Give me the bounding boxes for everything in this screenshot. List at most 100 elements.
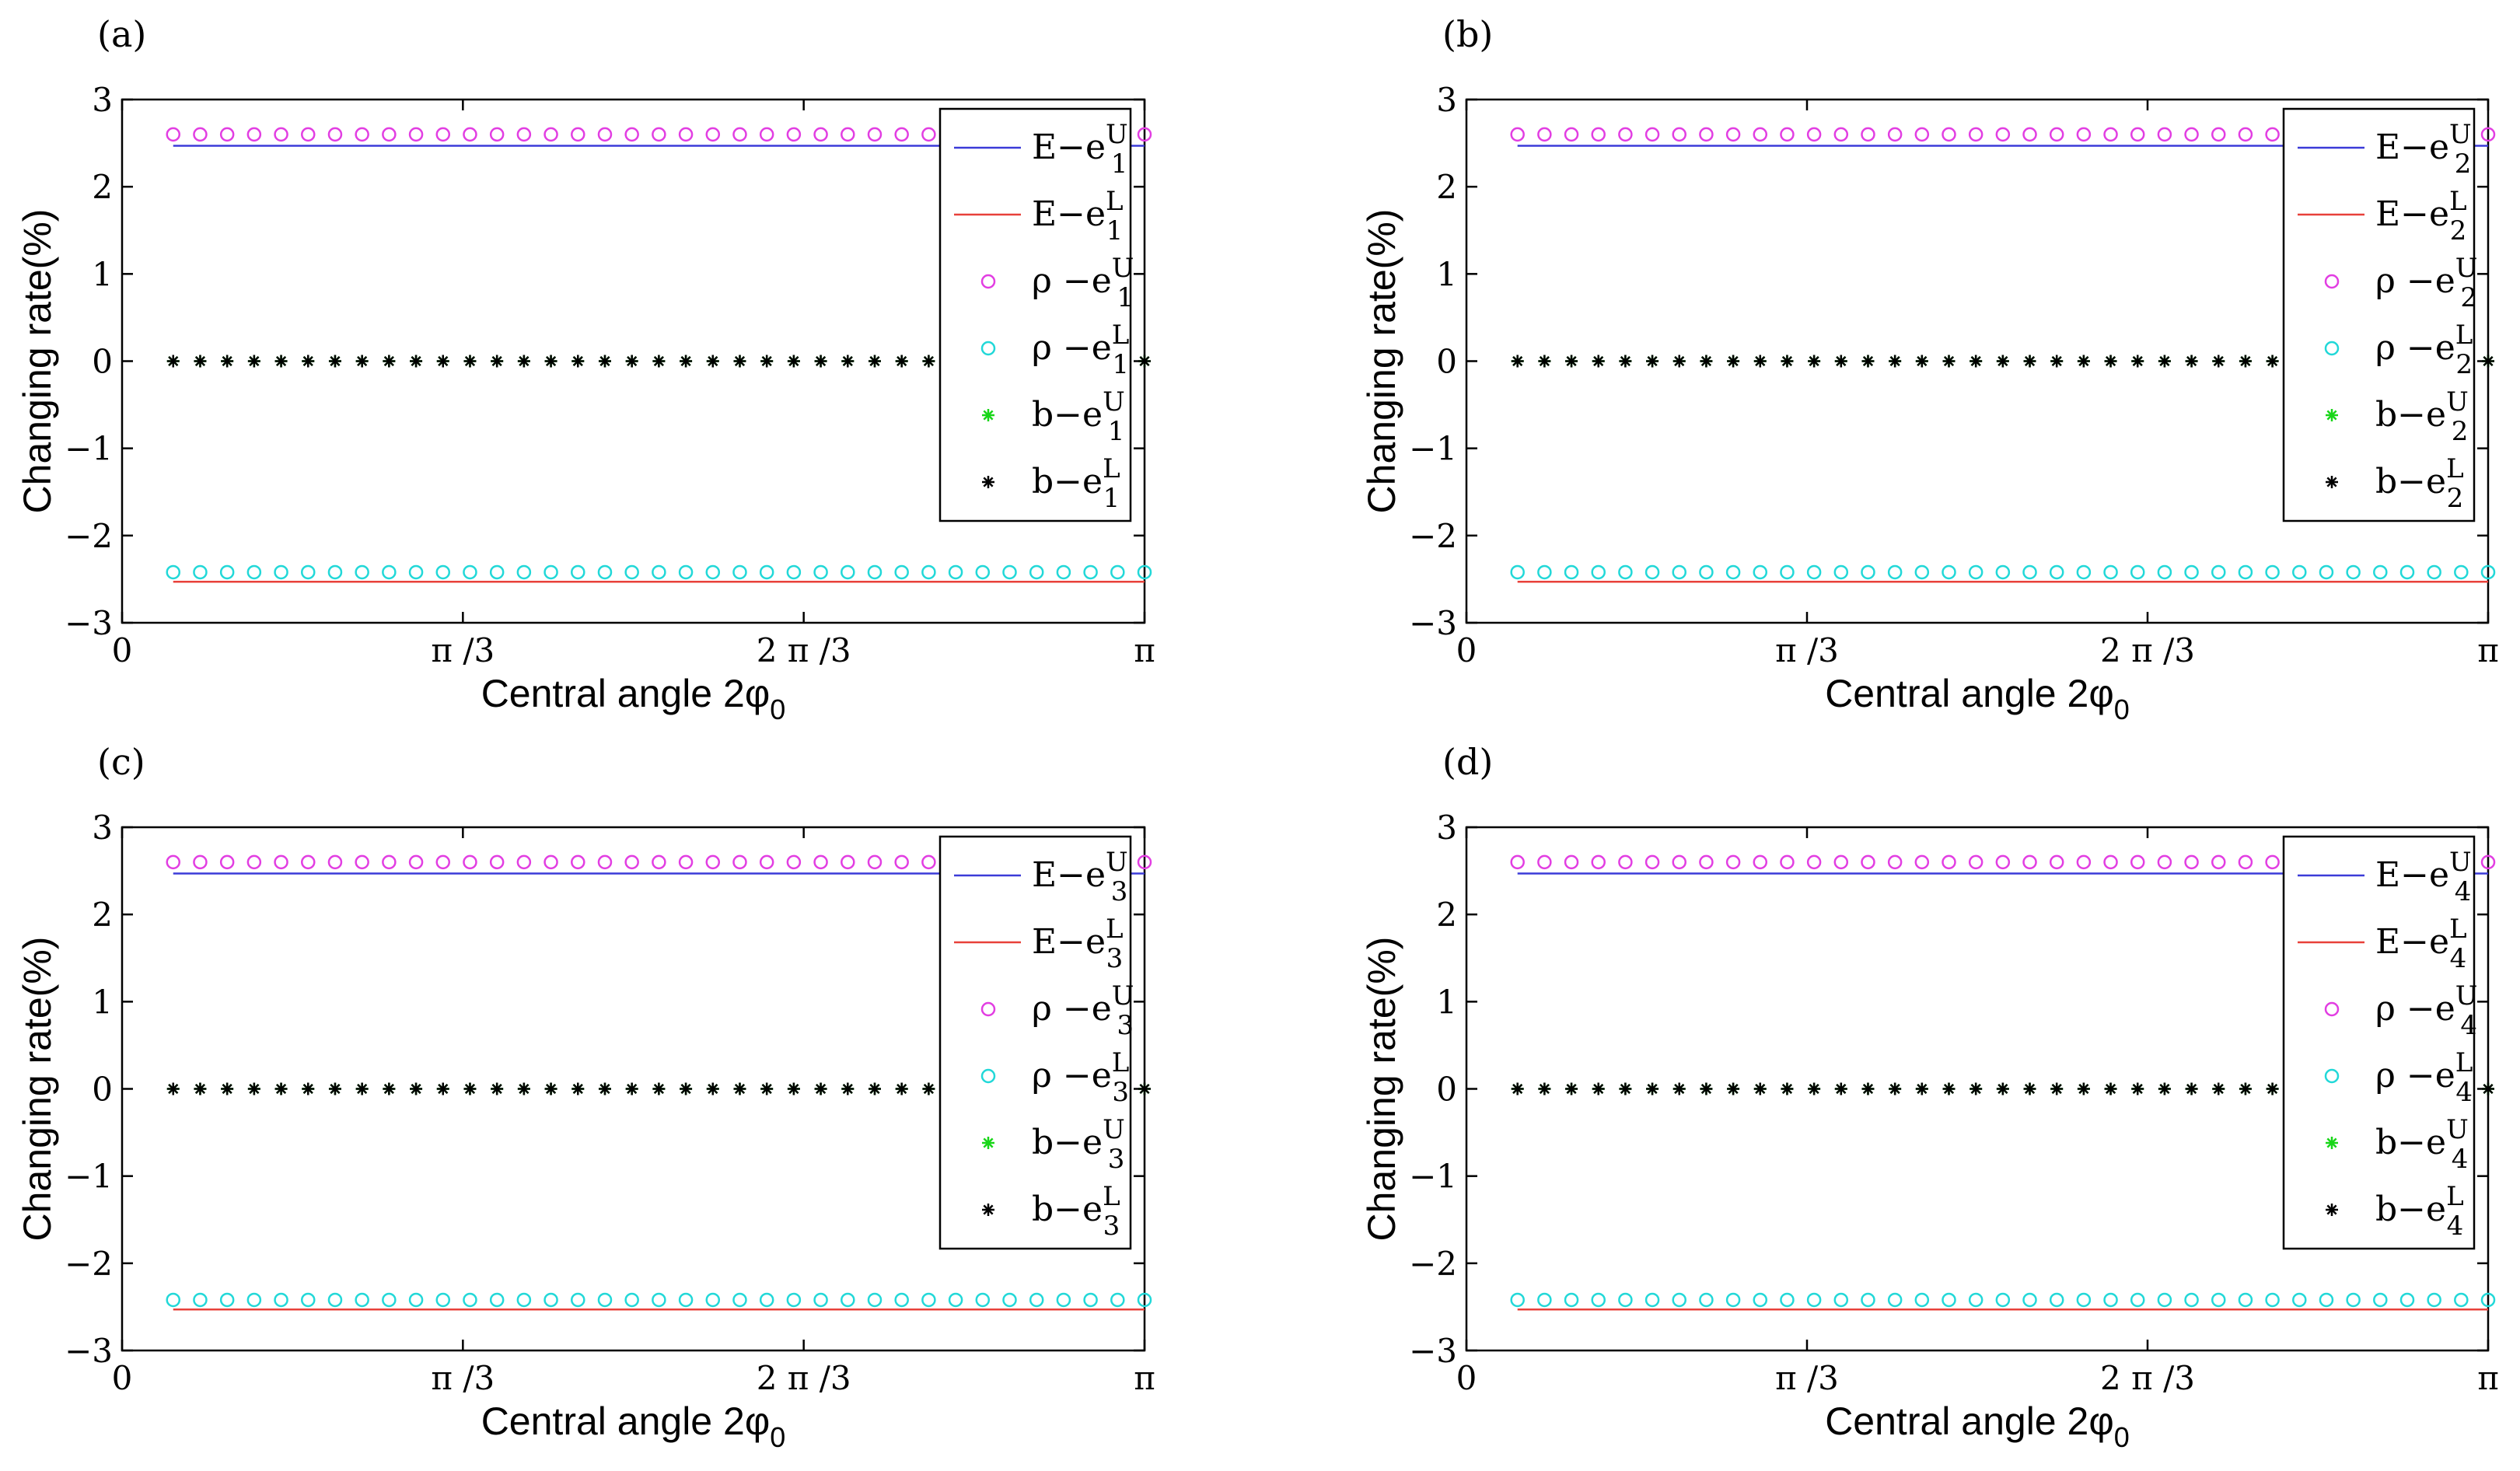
data-point: [1833, 127, 1849, 142]
data-point: [544, 355, 557, 368]
data-point: [516, 854, 532, 870]
legend-box: [2282, 835, 2476, 1250]
legend-star-marker: [2326, 1204, 2338, 1216]
data-point: [355, 854, 369, 870]
legend-label-main: b−e: [1032, 1123, 1103, 1162]
legend-label: ρ −eL 1: [1032, 320, 1129, 380]
data-point: [328, 1082, 341, 1095]
legend-label-main: E−e: [1032, 855, 1106, 895]
legend-label: ρ −eL 4: [2375, 1047, 2473, 1108]
data-point: [2239, 355, 2252, 368]
legend-item: b−eL 1: [982, 453, 1120, 514]
data-point: [733, 355, 746, 368]
data-point: [1510, 1292, 1525, 1308]
data-point: [760, 355, 774, 368]
data-point: [410, 1082, 423, 1095]
data-point: [1780, 1292, 1795, 1308]
data-point: [302, 355, 315, 368]
data-point: [975, 564, 991, 580]
data-point: [652, 1292, 666, 1308]
data-point: [732, 1292, 747, 1308]
x-tick-label: 0: [112, 1359, 133, 1397]
data-point: [1753, 355, 1767, 368]
data-point: [705, 127, 721, 142]
legend-label: ρ −eU 4: [2375, 980, 2477, 1041]
data-point: [435, 1292, 451, 1308]
legend: E−eU 1E−eL 1ρ −eU 1ρ −eL 1b−eU 1b−eL 1: [938, 107, 1134, 522]
data-point: [1834, 1082, 1847, 1095]
y-tick-label: 2: [92, 168, 113, 206]
data-point: [1914, 564, 1930, 580]
data-point: [1970, 1082, 1983, 1095]
data-point: [814, 1082, 827, 1095]
data-point: [1618, 564, 1633, 580]
legend-item: ρ −eU 2: [2324, 253, 2477, 313]
panel-label: (d): [1442, 741, 1493, 783]
y-tick-label: 2: [1436, 168, 1457, 206]
data-point: [327, 854, 343, 870]
data-point: [1833, 854, 1849, 870]
legend-label-main: E−e: [2375, 855, 2449, 895]
data-point: [894, 1292, 909, 1308]
data-point: [382, 1292, 397, 1308]
data-point: [652, 355, 666, 368]
legend-star-marker: [982, 1204, 994, 1216]
data-point: [1942, 355, 1956, 368]
data-point: [1538, 1082, 1551, 1095]
data-point: [2266, 1082, 2279, 1095]
data-point: [2399, 564, 2415, 580]
data-point: [1942, 564, 1956, 580]
data-point: [1056, 1292, 1071, 1308]
data-point: [1672, 127, 1686, 142]
y-axis-title: Changing rate(%): [16, 209, 59, 514]
data-point: [2076, 1292, 2092, 1308]
data-point: [1725, 1292, 1741, 1308]
data-point: [814, 355, 827, 368]
data-point: [597, 564, 613, 580]
data-point: [463, 1292, 477, 1308]
x-axis-title-sub: 0: [770, 694, 785, 725]
legend-label-sub: 1: [1103, 483, 1120, 514]
data-point: [1727, 355, 1740, 368]
legend-label-sub: 1: [1117, 282, 1134, 313]
data-point: [517, 355, 530, 368]
legend-item: ρ −eU 3: [980, 980, 1134, 1041]
y-tick-label: 2: [1436, 896, 1457, 934]
data-point: [1806, 127, 1822, 142]
legend-label-main: ρ −e: [2375, 328, 2455, 368]
data-point: [1672, 355, 1686, 368]
data-point: [868, 1082, 881, 1095]
x-axis-title: Central angle 2φ0: [1825, 672, 2130, 725]
data-point: [975, 1292, 991, 1308]
y-tick-label: 0: [92, 343, 113, 381]
data-point: [2130, 127, 2145, 142]
data-point: [274, 355, 288, 368]
data-point: [2373, 1292, 2388, 1308]
legend-label-main: b−e: [2375, 462, 2446, 501]
data-point: [1942, 854, 1956, 870]
data-point: [1942, 1082, 1956, 1095]
legend-label: E−eU 2: [2375, 119, 2472, 180]
legend-label-sub: 2: [2452, 416, 2469, 447]
legend-label-sub: 4: [2450, 943, 2467, 974]
data-point: [2211, 854, 2226, 870]
data-point: [193, 127, 208, 142]
data-point: [166, 355, 180, 368]
legend-label: E−eL 3: [1032, 914, 1124, 974]
data-point: [1591, 1292, 1606, 1308]
legend-label: b−eU 3: [1032, 1114, 1125, 1175]
data-point: [1537, 564, 1552, 580]
data-point: [246, 127, 262, 142]
legend-item: E−eU 1: [954, 119, 1128, 180]
data-point: [2373, 564, 2388, 580]
data-point: [274, 127, 288, 142]
y-tick-label: 2: [92, 896, 113, 934]
data-point: [1914, 127, 1930, 142]
data-point: [491, 355, 504, 368]
legend-star-marker: [2326, 476, 2338, 488]
data-point: [1002, 564, 1017, 580]
data-point: [463, 564, 477, 580]
data-point: [2427, 564, 2441, 580]
legend-label: b−eL 4: [2375, 1181, 2464, 1242]
data-point: [1591, 854, 1606, 870]
